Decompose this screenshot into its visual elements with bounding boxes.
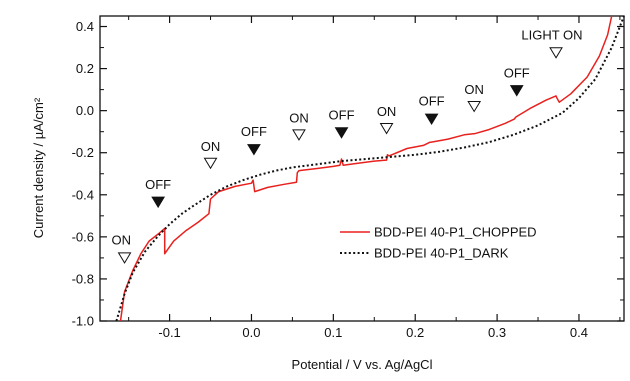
y-tick-label: -0.2 bbox=[72, 145, 94, 160]
y-tick-label: 0.0 bbox=[76, 103, 94, 118]
off-marker-filled-triangle bbox=[424, 113, 439, 126]
annotation-label: LIGHT ON bbox=[521, 27, 582, 42]
off-marker-filled-triangle bbox=[247, 144, 261, 156]
x-tick-label: 0.4 bbox=[570, 325, 588, 340]
annotation-label: ON bbox=[201, 139, 221, 154]
legend-label-2: BDD-PEI 40-P1_DARK bbox=[374, 246, 509, 261]
off-marker-filled-triangle bbox=[509, 85, 524, 97]
annotation-layer: ON OFF ON OFF ON OFF ON OFF ON OFF LIGHT ON bbox=[112, 27, 583, 264]
series-layer bbox=[115, 15, 625, 322]
annotation-label: ON bbox=[112, 233, 132, 248]
x-axis-title: Potential / V vs. Ag/AgCl bbox=[292, 357, 433, 372]
annotation-label: ON bbox=[464, 82, 484, 97]
x-tick-label: 0.3 bbox=[488, 325, 506, 340]
x-tick-label: 0.1 bbox=[324, 325, 342, 340]
axes: -0.1 0.0 0.1 0.2 0.3 0.4 -1.0 -0.8 -0.6 -0.4 -0.2 0… bbox=[72, 16, 624, 340]
on-marker-open-triangle bbox=[292, 129, 306, 141]
on-marker-open-triangle bbox=[549, 47, 563, 59]
annotation-label: ON bbox=[289, 111, 309, 126]
y-tick-label: 0.4 bbox=[76, 19, 94, 34]
y-tick-label: 0.2 bbox=[76, 61, 94, 76]
off-marker-filled-triangle bbox=[334, 127, 349, 139]
on-marker-open-triangle bbox=[379, 123, 394, 135]
x-tick-label: 0.2 bbox=[406, 325, 424, 340]
annotation-label: OFF bbox=[145, 177, 171, 192]
plot-frame bbox=[99, 15, 625, 322]
y-tick-label: -0.6 bbox=[72, 229, 94, 244]
on-marker-open-triangle bbox=[203, 157, 218, 170]
annotation-label: OFF bbox=[241, 124, 267, 139]
y-tick-label: -1.0 bbox=[72, 314, 94, 329]
y-tick-label: -0.4 bbox=[72, 187, 94, 202]
series-line-1 bbox=[119, 15, 613, 322]
off-marker-filled-triangle bbox=[151, 196, 166, 209]
on-marker-open-triangle bbox=[467, 100, 482, 113]
on-marker-open-triangle bbox=[117, 252, 132, 264]
annotation-label: ON bbox=[377, 104, 397, 119]
annotation-label: OFF bbox=[329, 107, 355, 122]
annotation-label: OFF bbox=[504, 65, 530, 80]
y-axis-title: Current density / µA/cm² bbox=[31, 97, 46, 238]
legend-label-1: BDD-PEI 40-P1_CHOPPED bbox=[374, 225, 537, 240]
legend: BDD-PEI 40-P1_CHOPPED BDD-PEI 40-P1_DARK bbox=[340, 225, 537, 261]
y-tick-label: -0.8 bbox=[72, 271, 94, 286]
annotation-label: OFF bbox=[419, 94, 445, 109]
x-tick-label: 0.0 bbox=[242, 325, 260, 340]
series-line-2 bbox=[115, 15, 625, 322]
x-tick-label: -0.1 bbox=[158, 325, 180, 340]
